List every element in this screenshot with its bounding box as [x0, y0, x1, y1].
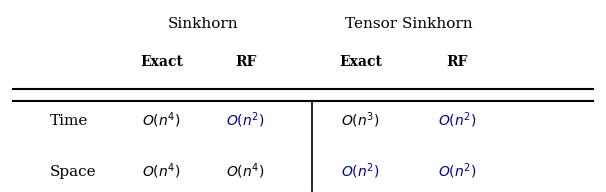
Text: Space: Space: [50, 165, 96, 179]
Text: Exact: Exact: [339, 55, 382, 69]
Text: $O(n^3)$: $O(n^3)$: [341, 111, 379, 130]
Text: $O(n^2)$: $O(n^2)$: [438, 162, 476, 181]
Text: Time: Time: [50, 114, 88, 128]
Text: $O(n^4)$: $O(n^4)$: [142, 111, 181, 130]
Text: RF: RF: [446, 55, 467, 69]
Text: $O(n^4)$: $O(n^4)$: [227, 162, 265, 181]
Text: RF: RF: [235, 55, 256, 69]
Text: $O(n^2)$: $O(n^2)$: [438, 111, 476, 130]
Text: $O(n^4)$: $O(n^4)$: [142, 162, 181, 181]
Text: Sinkhorn: Sinkhorn: [168, 17, 239, 31]
Text: $O(n^2)$: $O(n^2)$: [227, 111, 265, 130]
Text: $O(n^2)$: $O(n^2)$: [341, 162, 379, 181]
Text: Tensor Sinkhorn: Tensor Sinkhorn: [345, 17, 472, 31]
Text: Exact: Exact: [140, 55, 182, 69]
